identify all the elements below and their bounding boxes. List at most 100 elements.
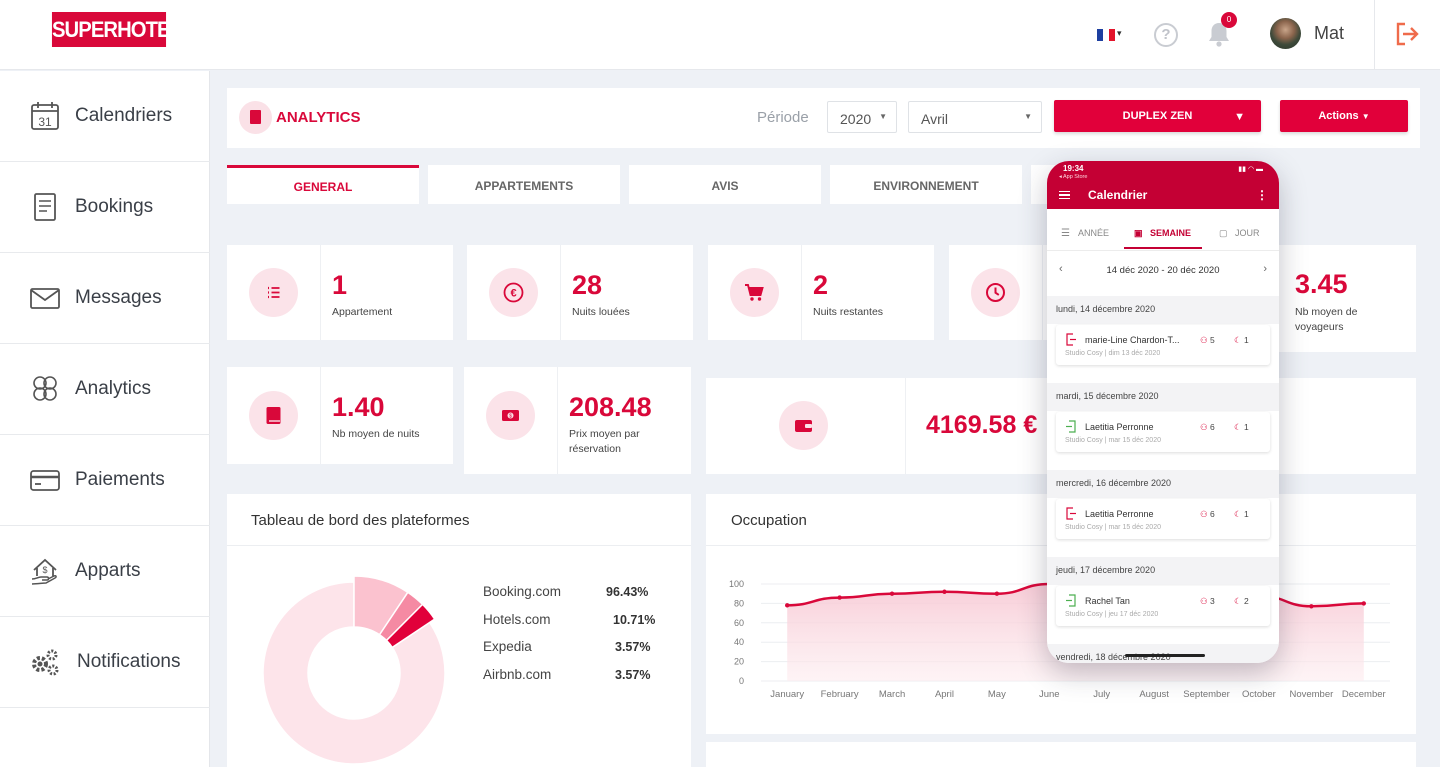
credit-card-icon — [30, 470, 60, 491]
chevron-down-icon[interactable]: ▾ — [1117, 28, 1122, 38]
prev-week-arrow[interactable]: ‹ — [1059, 263, 1063, 275]
actions-button[interactable]: Actions ▼ — [1280, 100, 1408, 132]
booking-sub: Studio Cosy | jeu 17 déc 2020 — [1065, 611, 1159, 618]
data-point[interactable] — [837, 595, 842, 600]
wallet-icon — [795, 420, 812, 432]
stat-label: Appartement — [332, 306, 393, 318]
data-point[interactable] — [785, 603, 790, 608]
month-select[interactable]: Avril ▼ — [908, 101, 1042, 133]
data-point[interactable] — [942, 589, 947, 594]
help-icon[interactable]: ? — [1154, 23, 1178, 47]
stat-card-nb-moyen-nuits: 1.40 Nb moyen de nuits — [227, 367, 453, 464]
page-title: ANALYTICS — [276, 109, 361, 126]
donut-slice-booking-com[interactable] — [262, 581, 446, 765]
status-time: 19:34 — [1063, 164, 1084, 173]
legend-row-airbnb: Airbnb.com — [483, 667, 552, 682]
week-range: 14 déc 2020 - 20 déc 2020 — [1106, 265, 1220, 276]
status-signal-icon: ▮▮ ◠ ▬ — [1238, 166, 1263, 173]
calendar-icon: ▣ — [1134, 228, 1143, 238]
caret-down-icon: ▼ — [1234, 111, 1245, 123]
next-week-arrow[interactable]: › — [1263, 263, 1267, 275]
month-select-value: Avril — [921, 111, 948, 127]
x-tick-label: July — [1093, 689, 1110, 700]
x-tick-label: February — [821, 689, 859, 700]
sidebar-item-paiements[interactable]: Paiements — [0, 435, 210, 526]
checkout-icon — [1066, 333, 1076, 346]
calendar-icon: ▢ — [1219, 228, 1228, 238]
tab-general[interactable]: GENERAL — [227, 165, 419, 204]
platforms-donut-chart — [262, 575, 446, 765]
bottom-panel — [706, 742, 1416, 767]
sidebar-item-apparts[interactable]: $ Apparts — [0, 526, 210, 617]
bell-icon[interactable] — [1206, 20, 1232, 48]
hamburger-menu-icon[interactable] — [1059, 191, 1070, 199]
sidebar-item-label: Messages — [75, 287, 162, 308]
analytics-page-icon — [239, 101, 272, 134]
day-header: vendredi, 18 décembre 2020 — [1047, 644, 1279, 663]
sidebar-item-analytics[interactable]: Analytics — [0, 344, 210, 435]
tab-avis[interactable]: AVIS — [629, 165, 821, 204]
data-point[interactable] — [889, 591, 895, 596]
data-point[interactable] — [1361, 601, 1366, 606]
nights-count: ☾ 2 — [1234, 596, 1249, 606]
booking-event[interactable]: Laetitia Perronne Studio Cosy | mar 15 d… — [1056, 412, 1270, 452]
guests-icon: ⚇ — [1200, 422, 1208, 432]
mobile-tab-semaine[interactable]: SEMAINE — [1150, 228, 1192, 238]
guest-name: Laetitia Perronne — [1085, 509, 1154, 519]
mobile-tab-annee[interactable]: ANNÉE — [1078, 228, 1110, 238]
booking-event[interactable]: marie-Line Chardon-T... Studio Cosy | di… — [1056, 325, 1270, 365]
stat-value: 1.40 — [332, 392, 385, 422]
notification-badge: 0 — [1221, 12, 1237, 28]
money-icon: $ — [502, 410, 519, 421]
guests-count: ⚇ 6 — [1200, 509, 1215, 519]
tab-appartements[interactable]: APPARTEMENTS — [428, 165, 620, 204]
booking-sub: Studio Cosy | dim 13 déc 2020 — [1065, 350, 1161, 357]
stat-label: Nb moyen de voyageurs — [1295, 306, 1358, 333]
logout-icon[interactable] — [1394, 21, 1420, 47]
booking-event[interactable]: Rachel Tan Studio Cosy | jeu 17 déc 2020… — [1056, 586, 1270, 626]
sidebar-item-label: Bookings — [75, 196, 154, 217]
sidebar-item-label: Apparts — [75, 560, 141, 581]
sidebar-item-messages[interactable]: Messages — [0, 253, 210, 344]
sidebar-item-calendriers[interactable]: 31 Calendriers — [0, 71, 210, 162]
x-tick-label: October — [1242, 689, 1276, 700]
x-tick-label: December — [1342, 689, 1386, 700]
property-dropdown-button[interactable]: DUPLEX ZEN ▼ — [1054, 100, 1261, 132]
legend-row-hotels: Hotels.com — [483, 612, 551, 627]
y-tick-label: 80 — [734, 598, 744, 608]
legend-pct-booking: 96.43% — [606, 585, 649, 599]
french-flag-icon[interactable] — [1097, 29, 1115, 41]
moon-icon: ☾ — [1234, 422, 1242, 432]
avatar[interactable] — [1270, 18, 1301, 49]
x-tick-label: January — [770, 689, 804, 700]
divider — [1047, 250, 1279, 251]
sidebar-item-notifications[interactable]: Notifications — [0, 617, 210, 708]
guests-count: ⚇ 6 — [1200, 422, 1215, 432]
mobile-title: Calendrier — [1088, 188, 1148, 202]
donut-slice-airbnb-com[interactable] — [385, 603, 436, 649]
superhote-logo[interactable]: SUPERHOTE — [51, 12, 171, 47]
calendar-day-number: 31 — [38, 115, 52, 129]
guests-icon: ⚇ — [1200, 509, 1208, 519]
legend-pct-hotels: 10.71% — [613, 613, 656, 627]
mobile-tab-jour[interactable]: JOUR — [1235, 228, 1260, 238]
more-vertical-icon[interactable]: ⋮ — [1256, 188, 1268, 202]
stat-card-appartement: 1 Appartement — [227, 245, 453, 340]
booking-event[interactable]: Laetitia Perronne Studio Cosy | mar 15 d… — [1056, 499, 1270, 539]
booking-sub: Studio Cosy | mar 15 déc 2020 — [1065, 524, 1161, 531]
sidebar-item-label: Calendriers — [75, 105, 173, 126]
sidebar-item-bookings[interactable]: Bookings — [0, 162, 210, 253]
list-icon — [268, 286, 280, 299]
tab-environnement[interactable]: ENVIRONNEMENT — [830, 165, 1022, 204]
data-point[interactable] — [1309, 604, 1314, 609]
svg-text:$: $ — [509, 414, 512, 420]
list-icon: ☰ — [1061, 228, 1070, 239]
stat-label: Nuits louées — [572, 306, 630, 318]
year-select[interactable]: 2020 ▼ — [827, 101, 897, 133]
book-icon — [266, 407, 281, 424]
data-point[interactable] — [994, 591, 1000, 596]
user-name[interactable]: Mat — [1314, 23, 1345, 43]
sidebar-item-label: Paiements — [75, 469, 165, 490]
clock-icon — [986, 283, 1005, 302]
app-store-back-link[interactable]: ◂ App Store — [1059, 174, 1088, 180]
